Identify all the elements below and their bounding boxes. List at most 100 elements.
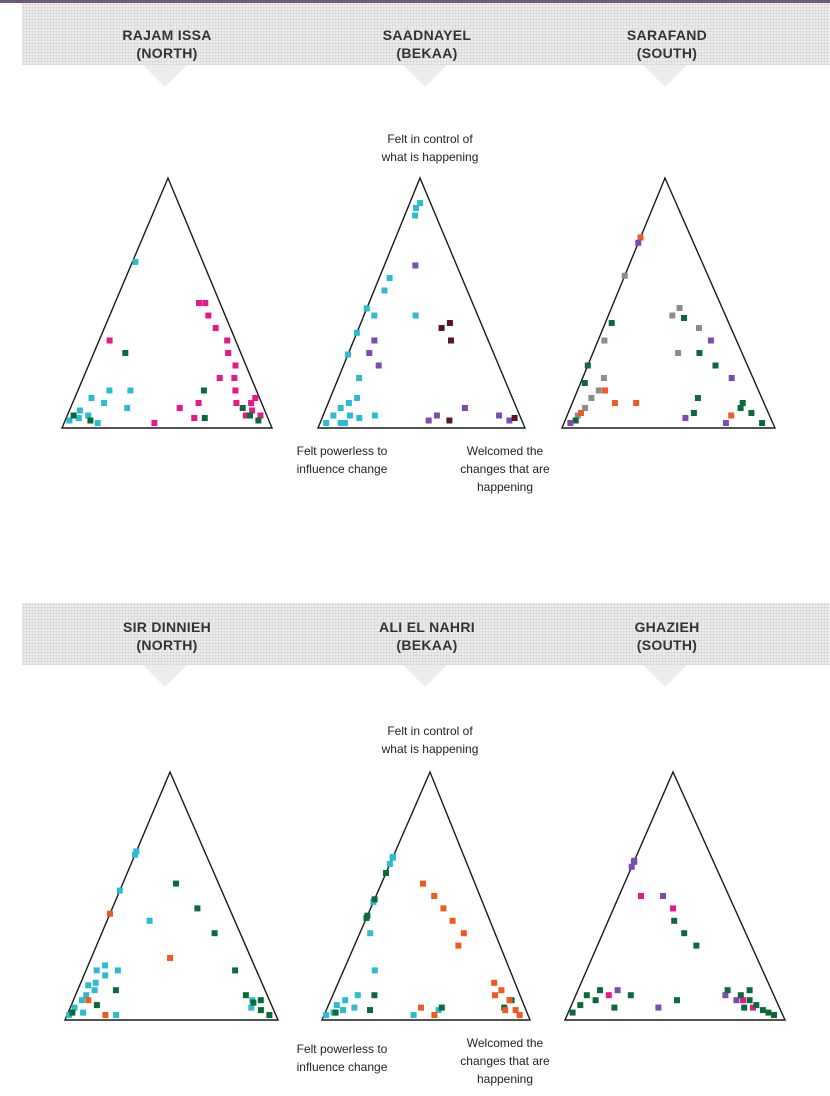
panel-title-line2: (BEKAA) bbox=[396, 637, 458, 653]
data-point-cyan bbox=[323, 1012, 330, 1018]
data-point-grey bbox=[676, 305, 683, 311]
panel-title-line2: (NORTH) bbox=[136, 637, 198, 653]
data-point-cyan bbox=[347, 412, 353, 419]
data-point-magenta bbox=[605, 992, 612, 999]
data-point-cyan bbox=[386, 861, 393, 868]
data-point-magenta bbox=[233, 400, 240, 406]
data-point-cyan bbox=[371, 967, 378, 974]
data-point-purple bbox=[425, 417, 432, 424]
panel-title-sarafand: SARAFAND (SOUTH) bbox=[582, 26, 752, 62]
data-point-cyan bbox=[345, 351, 351, 358]
data-point-green bbox=[87, 417, 94, 424]
data-point-orange bbox=[107, 910, 113, 917]
data-point-magenta bbox=[151, 420, 158, 426]
data-point-green bbox=[112, 987, 119, 994]
data-point-green bbox=[737, 405, 744, 411]
data-point-purple bbox=[567, 420, 574, 426]
data-point-purple bbox=[655, 1004, 662, 1011]
data-point-orange bbox=[516, 1012, 523, 1018]
data-point-green bbox=[696, 350, 703, 356]
data-point-magenta bbox=[638, 893, 644, 899]
data-point-cyan bbox=[381, 287, 388, 294]
vertex-label-powerless: Felt powerless to influence change bbox=[282, 1040, 402, 1076]
data-point-cyan bbox=[85, 412, 92, 419]
data-point-magenta bbox=[205, 312, 212, 319]
vertex-label-welcomed-line3: happening bbox=[476, 1072, 534, 1086]
data-point-green bbox=[438, 1004, 445, 1011]
panel-title-rajam-issa: RAJAM ISSA (NORTH) bbox=[82, 26, 252, 62]
data-point-green bbox=[247, 412, 253, 419]
data-point-green bbox=[681, 930, 688, 937]
panel-title-line2: (NORTH) bbox=[136, 45, 198, 61]
data-point-purple bbox=[722, 992, 729, 999]
data-point-purple bbox=[375, 362, 382, 369]
data-point-cyan bbox=[124, 405, 131, 411]
data-point-magenta bbox=[670, 905, 676, 912]
data-point-cyan bbox=[356, 375, 363, 381]
data-point-maroon bbox=[511, 415, 518, 421]
data-point-purple bbox=[412, 262, 419, 269]
data-point-cyan bbox=[341, 420, 348, 426]
data-point-cyan bbox=[367, 930, 374, 937]
data-point-orange bbox=[728, 412, 735, 419]
data-point-green bbox=[693, 942, 700, 949]
data-point-green bbox=[694, 395, 701, 401]
data-point-cyan bbox=[353, 329, 360, 336]
data-point-purple bbox=[660, 893, 666, 899]
panel-title-line1: SAADNAYEL bbox=[382, 27, 472, 43]
data-point-cyan bbox=[75, 415, 82, 421]
data-point-green bbox=[681, 315, 687, 321]
data-point-orange bbox=[431, 1012, 438, 1018]
data-point-magenta bbox=[191, 415, 198, 421]
data-point-magenta bbox=[216, 375, 223, 381]
data-point-maroon bbox=[446, 320, 453, 326]
data-point-purple bbox=[728, 375, 735, 381]
data-point-cyan bbox=[410, 1012, 417, 1018]
data-point-cyan bbox=[356, 415, 363, 421]
data-point-orange bbox=[167, 955, 174, 961]
data-point-cyan bbox=[371, 412, 378, 419]
vertex-label-control-line2: what is happening bbox=[381, 150, 479, 164]
panel-title-line1: SIR DINNIEH bbox=[122, 619, 212, 635]
data-point-grey bbox=[669, 312, 676, 319]
data-point-cyan bbox=[417, 200, 424, 206]
data-point-green bbox=[748, 410, 755, 416]
panel-title-line2: (SOUTH) bbox=[636, 637, 698, 653]
title-band-notch bbox=[403, 65, 447, 87]
data-point-magenta bbox=[740, 997, 746, 1004]
data-point-green bbox=[712, 362, 719, 369]
data-point-green bbox=[266, 1012, 273, 1018]
data-point-green bbox=[724, 987, 731, 994]
data-point-grey bbox=[621, 272, 628, 279]
panel-title-line1: RAJAM ISSA bbox=[122, 27, 212, 43]
data-point-orange bbox=[440, 905, 447, 912]
data-point-purple bbox=[496, 412, 503, 419]
vertex-label-control-line1: Felt in control of bbox=[387, 724, 473, 738]
data-point-green bbox=[211, 930, 218, 937]
data-point-purple bbox=[506, 417, 513, 424]
data-point-grey bbox=[696, 325, 702, 331]
data-point-cyan bbox=[340, 1007, 346, 1014]
ternary-triangle bbox=[316, 176, 527, 429]
data-point-grey bbox=[600, 375, 607, 381]
data-point-cyan bbox=[80, 1009, 87, 1016]
data-point-magenta bbox=[248, 400, 255, 406]
data-point-green bbox=[383, 870, 389, 876]
data-point-cyan bbox=[91, 987, 98, 994]
vertex-label-control-line2: what is happening bbox=[381, 742, 479, 756]
data-point-green bbox=[200, 387, 207, 394]
panel-title-ali-el-nahri: ALI EL NAHRI (BEKAA) bbox=[342, 618, 512, 654]
data-point-magenta bbox=[257, 412, 264, 419]
data-point-purple bbox=[366, 350, 373, 356]
data-point-green bbox=[765, 1009, 772, 1016]
data-point-magenta bbox=[212, 325, 219, 331]
data-point-cyan bbox=[354, 992, 361, 999]
data-point-green bbox=[771, 1012, 777, 1018]
data-point-orange bbox=[420, 880, 426, 887]
data-point-cyan bbox=[330, 412, 337, 419]
data-point-cyan bbox=[389, 854, 396, 861]
data-point-cyan bbox=[92, 979, 99, 986]
data-point-cyan bbox=[76, 407, 83, 414]
ternary-triangle bbox=[320, 770, 532, 1021]
data-point-grey bbox=[588, 395, 595, 401]
